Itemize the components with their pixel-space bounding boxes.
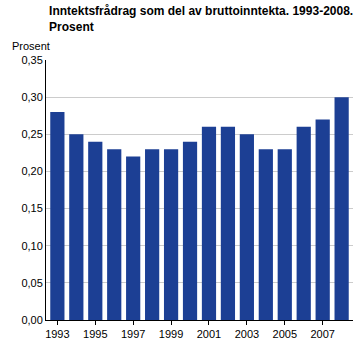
svg-text:Inntektsfrådrag som del av bru: Inntektsfrådrag som del av bruttoinntekt… — [49, 4, 353, 34]
svg-text:0,20: 0,20 — [21, 165, 42, 177]
svg-text:0,30: 0,30 — [21, 91, 42, 103]
svg-text:0,25: 0,25 — [21, 128, 42, 140]
svg-text:2003: 2003 — [235, 328, 259, 340]
svg-text:0,00: 0,00 — [21, 314, 42, 326]
svg-text:Prosent: Prosent — [12, 40, 50, 52]
svg-text:0,05: 0,05 — [21, 277, 42, 289]
svg-text:1995: 1995 — [83, 328, 107, 340]
svg-text:0,10: 0,10 — [21, 240, 42, 252]
svg-text:1993: 1993 — [45, 328, 69, 340]
svg-text:0,15: 0,15 — [21, 202, 42, 214]
svg-text:0,35: 0,35 — [21, 54, 42, 66]
svg-text:1999: 1999 — [159, 328, 183, 340]
svg-text:2001: 2001 — [197, 328, 221, 340]
svg-text:1997: 1997 — [121, 328, 145, 340]
svg-text:2005: 2005 — [273, 328, 297, 340]
svg-text:2007: 2007 — [310, 328, 334, 340]
